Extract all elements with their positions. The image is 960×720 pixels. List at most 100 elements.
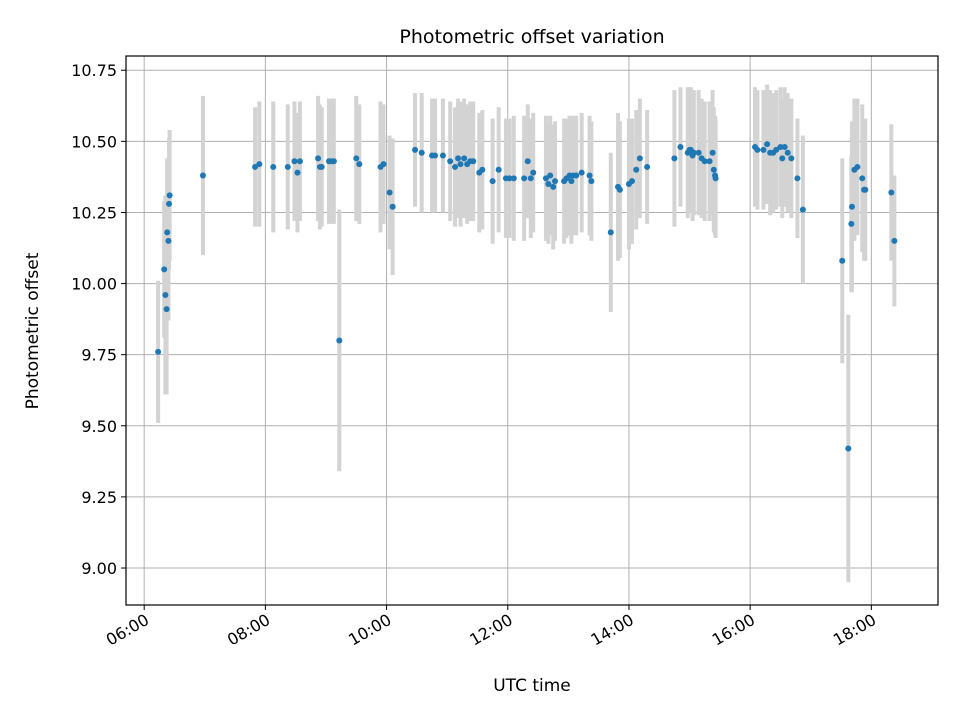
data-point (161, 266, 168, 273)
y-axis-label: Photometric offset (23, 252, 43, 409)
data-point (710, 166, 717, 173)
data-point (252, 163, 259, 170)
data-point (706, 158, 713, 165)
data-point (784, 149, 791, 156)
data-point (315, 155, 322, 162)
data-point (781, 144, 788, 151)
y-tick-label: 9.25 (81, 488, 117, 507)
plot-frame (125, 55, 939, 606)
x-tick-label: 10:00 (345, 610, 394, 650)
data-point (690, 149, 697, 156)
data-point (527, 175, 534, 182)
data-point (550, 183, 557, 190)
data-point (552, 178, 559, 185)
y-tick-label: 9.75 (81, 346, 117, 365)
data-point (709, 149, 716, 156)
data-point (848, 203, 855, 210)
data-point (166, 192, 173, 199)
data-point (545, 181, 552, 188)
data-point (163, 306, 170, 313)
data-point (891, 237, 898, 244)
data-point (510, 175, 517, 182)
data-point (418, 149, 425, 156)
data-point (764, 141, 771, 148)
data-point (432, 152, 439, 159)
data-point (495, 166, 502, 173)
data-point (677, 144, 684, 151)
data-point (773, 146, 780, 153)
data-point (794, 175, 801, 182)
data-point (862, 186, 869, 193)
data-point (412, 146, 419, 153)
y-tick-label: 10.75 (71, 61, 117, 80)
x-tick-label: 08:00 (224, 610, 273, 650)
data-point (695, 149, 702, 156)
data-point (199, 172, 206, 179)
data-point (356, 161, 363, 168)
data-point (777, 144, 784, 151)
data-point (270, 163, 277, 170)
x-tick-label: 16:00 (709, 610, 758, 650)
data-point (754, 146, 761, 153)
x-tick-label: 14:00 (588, 610, 637, 650)
data-point (294, 169, 301, 176)
data-point (712, 175, 719, 182)
data-point (457, 161, 464, 168)
data-point (628, 178, 635, 185)
data-point (284, 163, 291, 170)
data-point (256, 161, 263, 168)
data-point (521, 175, 528, 182)
data-point (616, 186, 623, 193)
data-point (524, 158, 531, 165)
data-point (848, 220, 855, 227)
data-point (162, 291, 169, 298)
data-point (164, 229, 171, 236)
data-point (888, 189, 895, 196)
data-point (586, 172, 593, 179)
data-point (166, 200, 173, 207)
data-point (506, 175, 513, 182)
data-point (799, 206, 806, 213)
y-tick-label: 10.50 (71, 132, 117, 151)
x-tick-label: 12:00 (466, 610, 515, 650)
data-point (380, 161, 387, 168)
x-axis-label: UTC time (493, 676, 571, 696)
data-point (336, 337, 343, 344)
data-point (455, 155, 462, 162)
data-point (353, 155, 360, 162)
data-point (701, 158, 708, 165)
data-point (859, 175, 866, 182)
data-point (839, 257, 846, 264)
data-point (318, 163, 325, 170)
data-point (530, 169, 537, 176)
data-point (633, 166, 640, 173)
data-point (573, 172, 580, 179)
data-point (479, 166, 486, 173)
data-point (854, 163, 861, 170)
data-point (470, 158, 477, 165)
data-point (588, 178, 595, 185)
data-point (760, 146, 767, 153)
x-tick-label: 18:00 (830, 610, 879, 650)
data-point (644, 163, 651, 170)
data-point (578, 169, 585, 176)
chart-title: Photometric offset variation (399, 26, 664, 48)
data-point (607, 229, 614, 236)
data-point (671, 155, 678, 162)
y-tick-label: 10.00 (71, 275, 117, 294)
data-point (291, 158, 298, 165)
data-point (330, 158, 337, 165)
marker-layer (155, 141, 898, 452)
data-point (155, 348, 162, 355)
data-point (296, 158, 303, 165)
data-point (568, 178, 575, 185)
data-point (452, 163, 459, 170)
data-point (439, 152, 446, 159)
data-point (489, 178, 496, 185)
y-tick-label: 10.25 (71, 203, 117, 222)
data-point (165, 237, 172, 244)
x-tick-label: 06:00 (103, 610, 152, 650)
data-point (447, 158, 454, 165)
data-point (389, 203, 396, 210)
